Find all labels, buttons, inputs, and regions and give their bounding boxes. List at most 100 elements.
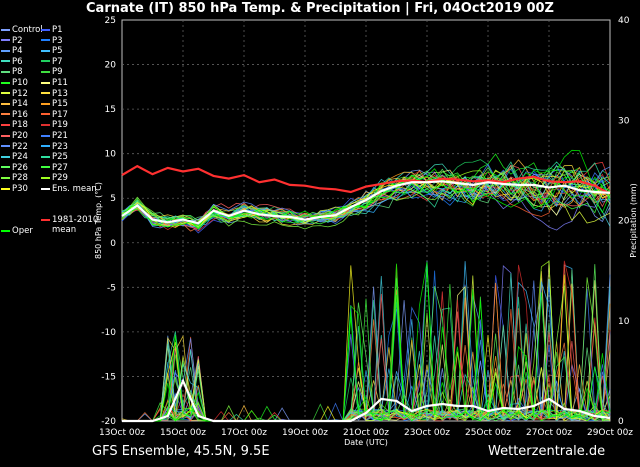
legend-swatch bbox=[41, 123, 50, 126]
legend-item: P28 bbox=[1, 173, 28, 183]
legend-label: P18 bbox=[12, 120, 28, 131]
legend-swatch bbox=[1, 49, 10, 52]
footer-site: Wetterzentrale.de bbox=[488, 444, 606, 459]
legend-item: P6 bbox=[1, 57, 23, 67]
legend-item: P1 bbox=[41, 25, 63, 35]
legend-label: P28 bbox=[12, 173, 28, 184]
legend-item: P5 bbox=[41, 46, 63, 56]
legend-swatch bbox=[41, 60, 50, 63]
legend-label: P29 bbox=[52, 173, 68, 184]
legend-label: P16 bbox=[12, 109, 28, 120]
legend-label: P26 bbox=[12, 162, 28, 173]
chart-title: Carnate (IT) 850 hPa Temp. & Precipitati… bbox=[86, 1, 554, 16]
legend-item: P8 bbox=[1, 67, 23, 77]
ensemble-member-temp bbox=[121, 176, 611, 229]
legend: Control P1 P2 P3 P4 P5 P6 P7 P8 P9 P10 P11 P12 P13 P14… bbox=[0, 0, 100, 467]
legend-swatch bbox=[41, 218, 50, 221]
x-tick-label: 21Oct 00z bbox=[343, 428, 389, 438]
legend-item: P30 bbox=[1, 184, 28, 194]
legend-label: Ens. mean bbox=[52, 184, 97, 194]
legend-label: P8 bbox=[12, 67, 23, 78]
ensemble-member-precip bbox=[122, 267, 611, 422]
y-tick-label: -15 bbox=[101, 372, 116, 382]
legend-swatch bbox=[1, 102, 10, 105]
legend-item: P3 bbox=[41, 36, 63, 46]
legend-item: P7 bbox=[41, 57, 63, 67]
legend-swatch bbox=[41, 49, 50, 52]
legend-swatch bbox=[1, 60, 10, 63]
y-tick-label: -10 bbox=[101, 328, 116, 338]
legend-item: P15 bbox=[41, 99, 68, 109]
legend-label: P14 bbox=[12, 99, 28, 110]
legend-swatch bbox=[1, 166, 10, 169]
legend-label: P9 bbox=[52, 67, 63, 78]
x-tick-label: 23Oct 00z bbox=[404, 428, 450, 438]
legend-label: P5 bbox=[52, 46, 63, 57]
y-tick-label: 10 bbox=[105, 150, 117, 160]
ensemble-member-precip bbox=[122, 265, 611, 422]
legend-swatch bbox=[1, 28, 10, 31]
y-axis-label: 850 hPa Temp. (°C) bbox=[94, 182, 103, 259]
legend-item: P16 bbox=[1, 110, 28, 120]
series-line bbox=[121, 180, 611, 225]
legend-item: P17 bbox=[41, 110, 68, 120]
legend-item: P21 bbox=[41, 131, 68, 141]
x-tick-label: 29Oct 00z bbox=[587, 428, 633, 438]
y2-tick-label: 20 bbox=[618, 217, 630, 227]
legend-swatch bbox=[41, 176, 50, 179]
legend-swatch bbox=[41, 113, 50, 116]
legend-label: P6 bbox=[12, 56, 23, 67]
legend-item: P2 bbox=[1, 36, 23, 46]
legend-item: Oper bbox=[1, 226, 33, 236]
y-tick-label: 5 bbox=[110, 194, 116, 204]
legend-label: P12 bbox=[12, 88, 28, 99]
legend-swatch bbox=[41, 39, 50, 42]
legend-item: P11 bbox=[41, 78, 68, 88]
legend-item: P29 bbox=[41, 173, 68, 183]
legend-label: P23 bbox=[52, 141, 68, 152]
legend-label: P17 bbox=[52, 109, 68, 120]
legend-item: P13 bbox=[41, 89, 68, 99]
legend-swatch bbox=[1, 81, 10, 84]
legend-swatch bbox=[41, 155, 50, 158]
legend-label: P19 bbox=[52, 120, 68, 131]
legend-swatch bbox=[1, 123, 10, 126]
legend-label: P24 bbox=[12, 152, 28, 163]
legend-label: Control bbox=[12, 25, 43, 35]
legend-swatch bbox=[1, 113, 10, 116]
y-tick-label: 0 bbox=[110, 239, 116, 249]
legend-label: P15 bbox=[52, 99, 68, 110]
legend-item: Control bbox=[1, 25, 43, 35]
legend-label: P1 bbox=[52, 25, 63, 35]
legend-item: P26 bbox=[1, 163, 28, 173]
legend-swatch bbox=[1, 70, 10, 73]
legend-swatch bbox=[1, 155, 10, 158]
x-tick-label: 25Oct 00z bbox=[465, 428, 511, 438]
legend-label: P30 bbox=[12, 184, 28, 194]
legend-label: P25 bbox=[52, 152, 68, 163]
legend-swatch bbox=[1, 145, 10, 148]
ensemble-member-precip bbox=[122, 275, 611, 422]
ensemble-member-precip bbox=[122, 260, 611, 422]
legend-item: P10 bbox=[1, 78, 28, 88]
legend-swatch bbox=[1, 39, 10, 42]
y-tick-label: -20 bbox=[101, 417, 116, 427]
legend-swatch bbox=[41, 187, 50, 190]
legend-label: P11 bbox=[52, 78, 68, 88]
legend-item: P18 bbox=[1, 120, 28, 130]
legend-label: P2 bbox=[12, 35, 23, 46]
legend-item: P25 bbox=[41, 152, 68, 162]
legend-label: P20 bbox=[12, 131, 28, 141]
x-tick-label: 13Oct 00z bbox=[99, 428, 145, 438]
legend-label: 1981-2010 mean bbox=[52, 215, 99, 235]
legend-swatch bbox=[41, 92, 50, 95]
legend-swatch bbox=[1, 92, 10, 95]
series-line bbox=[121, 164, 611, 195]
legend-label: P21 bbox=[52, 131, 68, 141]
y-tick-label: 25 bbox=[105, 16, 116, 26]
legend-item: 1981-2010 mean bbox=[41, 215, 98, 235]
legend-label: P4 bbox=[12, 46, 23, 57]
x-tick-label: 15Oct 00z bbox=[160, 428, 206, 438]
legend-item: P4 bbox=[1, 46, 23, 56]
